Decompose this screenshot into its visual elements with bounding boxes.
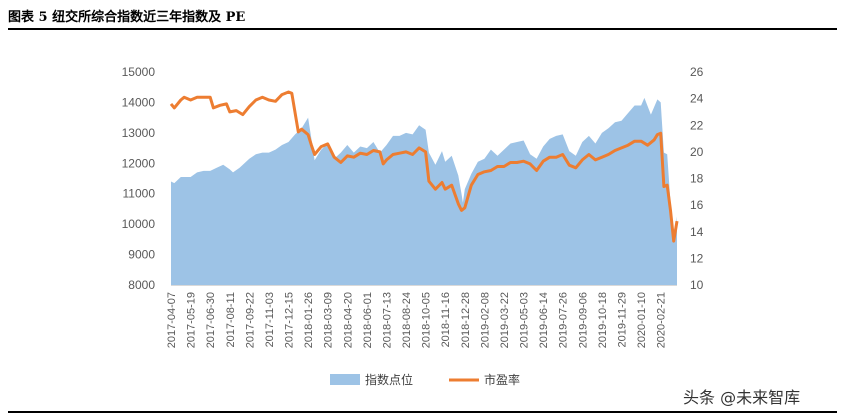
x-tick-label: 2017-06-30 bbox=[205, 292, 217, 348]
legend-swatch-index bbox=[330, 374, 360, 385]
x-tick-label: 2019-05-03 bbox=[519, 292, 531, 348]
y-left-tick-label: 11000 bbox=[123, 187, 156, 201]
y-right-tick-label: 10 bbox=[690, 278, 704, 292]
x-tick-label: 2018-10-05 bbox=[421, 292, 433, 348]
x-tick-label: 2019-03-22 bbox=[499, 292, 511, 348]
x-tick-label: 2017-09-22 bbox=[244, 292, 256, 348]
y-right-tick-label: 26 bbox=[690, 65, 704, 79]
x-tick-label: 2018-12-28 bbox=[460, 292, 472, 348]
series-area bbox=[171, 97, 677, 286]
x-tick-label: 2020-02-21 bbox=[656, 292, 668, 348]
y-right-tick-label: 20 bbox=[690, 145, 704, 159]
x-tick-label: 2019-06-14 bbox=[538, 292, 550, 348]
x-tick-label: 2018-06-01 bbox=[362, 292, 374, 348]
x-tick-label: 2017-12-15 bbox=[284, 292, 296, 348]
chart-title: 图表 5 纽交所综合指数近三年指数及 PE bbox=[8, 10, 246, 25]
y-right-tick-label: 14 bbox=[690, 225, 704, 239]
x-tick-label: 2018-01-26 bbox=[303, 292, 315, 348]
legend-label-index: 指数点位 bbox=[365, 372, 413, 387]
y-left-tick-label: 12000 bbox=[122, 156, 156, 170]
y-left-tick-label: 14000 bbox=[122, 95, 156, 109]
x-tick-label: 2019-07-26 bbox=[558, 292, 570, 348]
y-right-tick-label: 12 bbox=[690, 251, 704, 265]
legend: 指数点位 市盈率 bbox=[330, 372, 520, 387]
title-rule bbox=[8, 28, 837, 30]
legend-label-pe: 市盈率 bbox=[484, 372, 520, 387]
x-tick-label: 2018-04-20 bbox=[342, 292, 354, 348]
series-line bbox=[169, 90, 679, 243]
x-tick-label: 2017-08-11 bbox=[225, 292, 237, 347]
x-tick-label: 2019-02-08 bbox=[479, 292, 491, 348]
x-tick-label: 2020-01-10 bbox=[636, 292, 648, 348]
x-tick-label: 2017-11-03 bbox=[264, 292, 276, 347]
y-left-tick-label: 10000 bbox=[122, 217, 156, 231]
x-tick-label: 2017-05-19 bbox=[186, 292, 198, 348]
y-left-tick-label: 13000 bbox=[122, 126, 156, 140]
y-right-tick-label: 24 bbox=[690, 92, 704, 106]
bottom-rule bbox=[8, 411, 837, 413]
y-left-tick-label: 15000 bbox=[122, 65, 156, 79]
x-tick-label: 2019-10-18 bbox=[597, 292, 609, 348]
x-tick-label: 2018-11-16 bbox=[440, 292, 452, 347]
y-left-tick-label: 9000 bbox=[128, 248, 155, 262]
x-tick-label: 2018-03-09 bbox=[323, 292, 335, 348]
y-right-tick-label: 18 bbox=[690, 172, 704, 186]
y-right-tick-label: 16 bbox=[690, 198, 704, 212]
watermark-text: 头条 @未来智库 bbox=[683, 388, 801, 407]
x-tick-label: 2019-11-29 bbox=[617, 292, 629, 347]
x-tick-label: 2018-07-13 bbox=[382, 292, 394, 348]
x-tick-label: 2019-09-06 bbox=[577, 292, 589, 348]
pe-line bbox=[169, 90, 679, 243]
y-left-tick-label: 8000 bbox=[128, 278, 155, 292]
index-area bbox=[171, 97, 677, 286]
x-tick-label: 2017-04-07 bbox=[166, 292, 178, 348]
y-right-tick-label: 22 bbox=[690, 118, 704, 132]
x-tick-label: 2018-08-24 bbox=[401, 292, 413, 348]
